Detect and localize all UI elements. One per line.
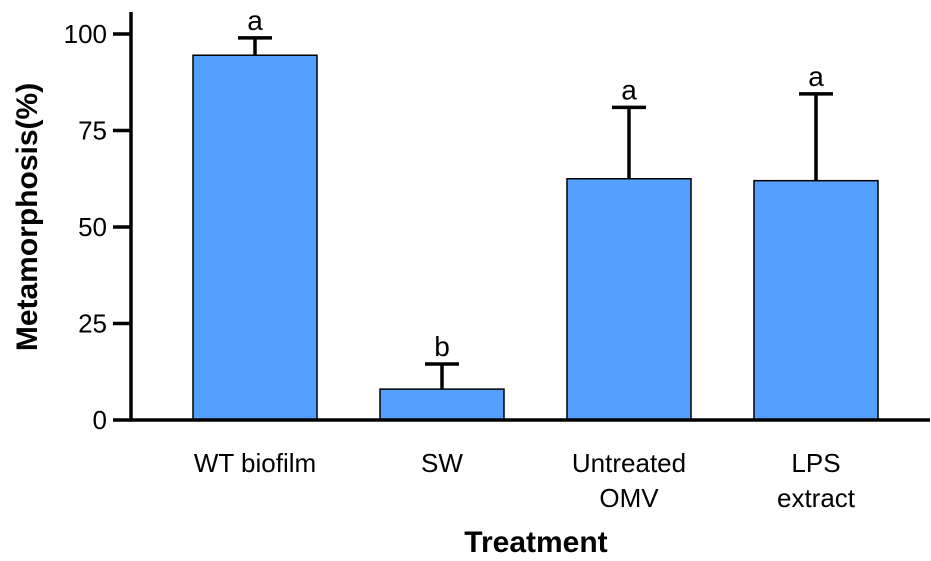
significance-letter: b xyxy=(434,331,450,362)
y-tick-label: 75 xyxy=(78,116,107,146)
significance-letter: a xyxy=(808,61,824,92)
y-axis-title: Metamorphosis(%) xyxy=(11,83,44,351)
x-tick-label: LPS extract xyxy=(777,448,856,513)
bar xyxy=(566,178,692,421)
x-tick-label: WT biofilm xyxy=(194,448,316,478)
significance-letter: a xyxy=(247,5,263,36)
x-tick-label: Untreated OMV xyxy=(572,448,686,513)
bar xyxy=(379,388,505,421)
x-tick-label: SW xyxy=(421,448,463,478)
y-tick-label: 25 xyxy=(78,309,107,339)
y-tick-label: 100 xyxy=(64,19,107,49)
y-tick-label: 0 xyxy=(93,405,107,435)
bar xyxy=(192,54,318,421)
x-axis-title: Treatment xyxy=(464,526,607,559)
significance-letter: a xyxy=(621,74,637,105)
y-tick-label: 50 xyxy=(78,212,107,242)
bar xyxy=(753,179,879,421)
